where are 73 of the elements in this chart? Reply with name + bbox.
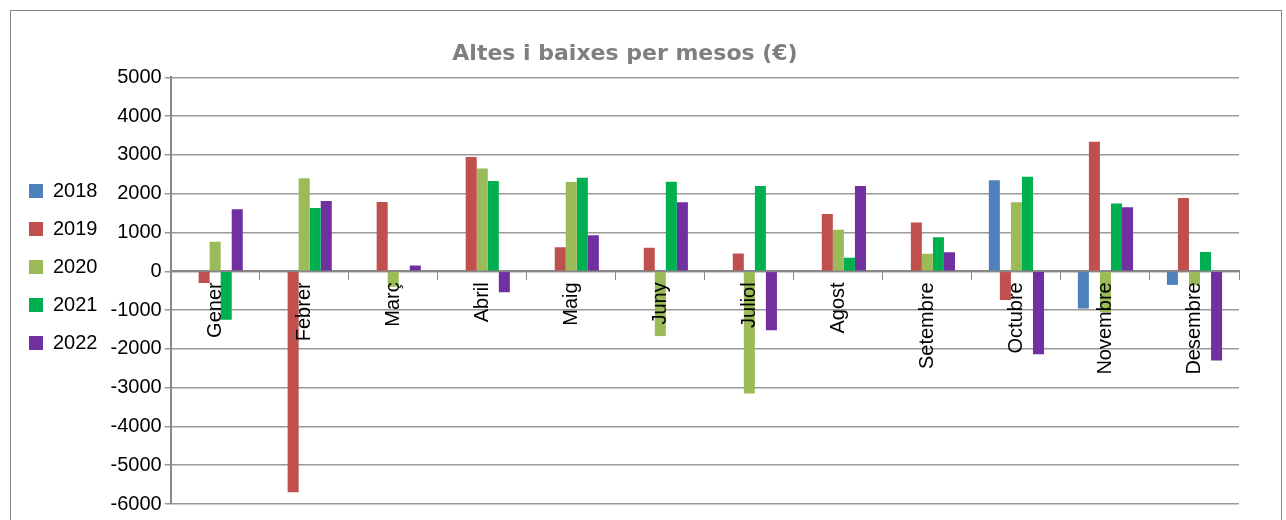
bar bbox=[1166, 272, 1178, 285]
bar bbox=[843, 257, 855, 271]
bar bbox=[309, 208, 321, 271]
bar bbox=[1088, 141, 1100, 271]
bar bbox=[465, 156, 477, 271]
y-tick-label: -5000 bbox=[110, 452, 162, 475]
x-tick-label: Març bbox=[380, 282, 403, 327]
bar bbox=[821, 213, 833, 271]
bar bbox=[1211, 272, 1223, 361]
bar bbox=[1032, 272, 1045, 355]
bar bbox=[1122, 207, 1134, 271]
bar bbox=[1200, 251, 1212, 271]
legend-label: 2020 bbox=[53, 254, 98, 277]
bar bbox=[565, 182, 577, 271]
y-tick-label: 4000 bbox=[117, 103, 162, 126]
bar bbox=[1021, 176, 1033, 271]
bar bbox=[409, 265, 421, 271]
bar bbox=[732, 253, 744, 271]
y-tick-label: -2000 bbox=[110, 336, 162, 359]
chart-title: Altes i baixes per mesos (€) bbox=[452, 39, 798, 65]
bar bbox=[921, 253, 933, 271]
bar bbox=[487, 180, 499, 271]
bar bbox=[943, 252, 955, 271]
y-tick-label: -3000 bbox=[110, 375, 162, 398]
y-tick-label: 2000 bbox=[117, 181, 162, 204]
legend-label: 2018 bbox=[53, 178, 98, 201]
bar bbox=[665, 181, 677, 271]
bar bbox=[220, 272, 232, 320]
bar bbox=[832, 229, 844, 271]
bar bbox=[932, 237, 944, 271]
x-tick-label: Setembre bbox=[914, 282, 937, 370]
bar bbox=[320, 201, 332, 271]
y-tick-label: 3000 bbox=[117, 142, 162, 165]
bar bbox=[476, 168, 488, 271]
bar bbox=[587, 235, 599, 271]
bar bbox=[576, 177, 588, 271]
bar bbox=[198, 272, 210, 283]
x-tick-label: Juny bbox=[647, 282, 670, 325]
x-tick-label: Desembre bbox=[1182, 282, 1204, 375]
y-tick-label: 0 bbox=[150, 258, 162, 281]
legend-label: 2019 bbox=[53, 216, 98, 239]
y-tick-label: 1000 bbox=[117, 220, 162, 243]
x-tick-label: Agost bbox=[825, 281, 848, 334]
bar bbox=[643, 247, 655, 271]
x-tick-label: Maig bbox=[558, 282, 581, 326]
x-tick-label: Abril bbox=[469, 282, 492, 323]
bar bbox=[988, 180, 1000, 271]
y-tick-label: 5000 bbox=[117, 64, 162, 87]
bar bbox=[1177, 198, 1189, 271]
y-tick-label: -6000 bbox=[110, 491, 162, 514]
bar bbox=[754, 185, 766, 271]
legend-label: 2021 bbox=[53, 292, 98, 315]
bar bbox=[376, 201, 388, 271]
y-tick-label: -4000 bbox=[110, 413, 162, 436]
bar bbox=[910, 222, 922, 271]
x-tick-label: Novembre bbox=[1092, 282, 1115, 375]
bar bbox=[1110, 203, 1123, 271]
bar bbox=[298, 178, 310, 271]
bar bbox=[554, 247, 566, 271]
x-tick-label: Gener bbox=[202, 281, 225, 338]
bar bbox=[1077, 272, 1089, 309]
bar bbox=[231, 209, 243, 271]
bar bbox=[765, 272, 777, 331]
bar bbox=[209, 241, 221, 271]
y-tick-label: -1000 bbox=[110, 297, 162, 320]
bar bbox=[1010, 202, 1022, 271]
x-tick-label: Febrer bbox=[291, 281, 314, 342]
x-tick-label: Juliol bbox=[736, 282, 759, 328]
bar bbox=[676, 202, 688, 271]
bar bbox=[854, 185, 866, 271]
bar bbox=[498, 272, 510, 293]
legend-label: 2022 bbox=[53, 330, 98, 353]
x-tick-label: Octubre bbox=[1003, 282, 1026, 354]
